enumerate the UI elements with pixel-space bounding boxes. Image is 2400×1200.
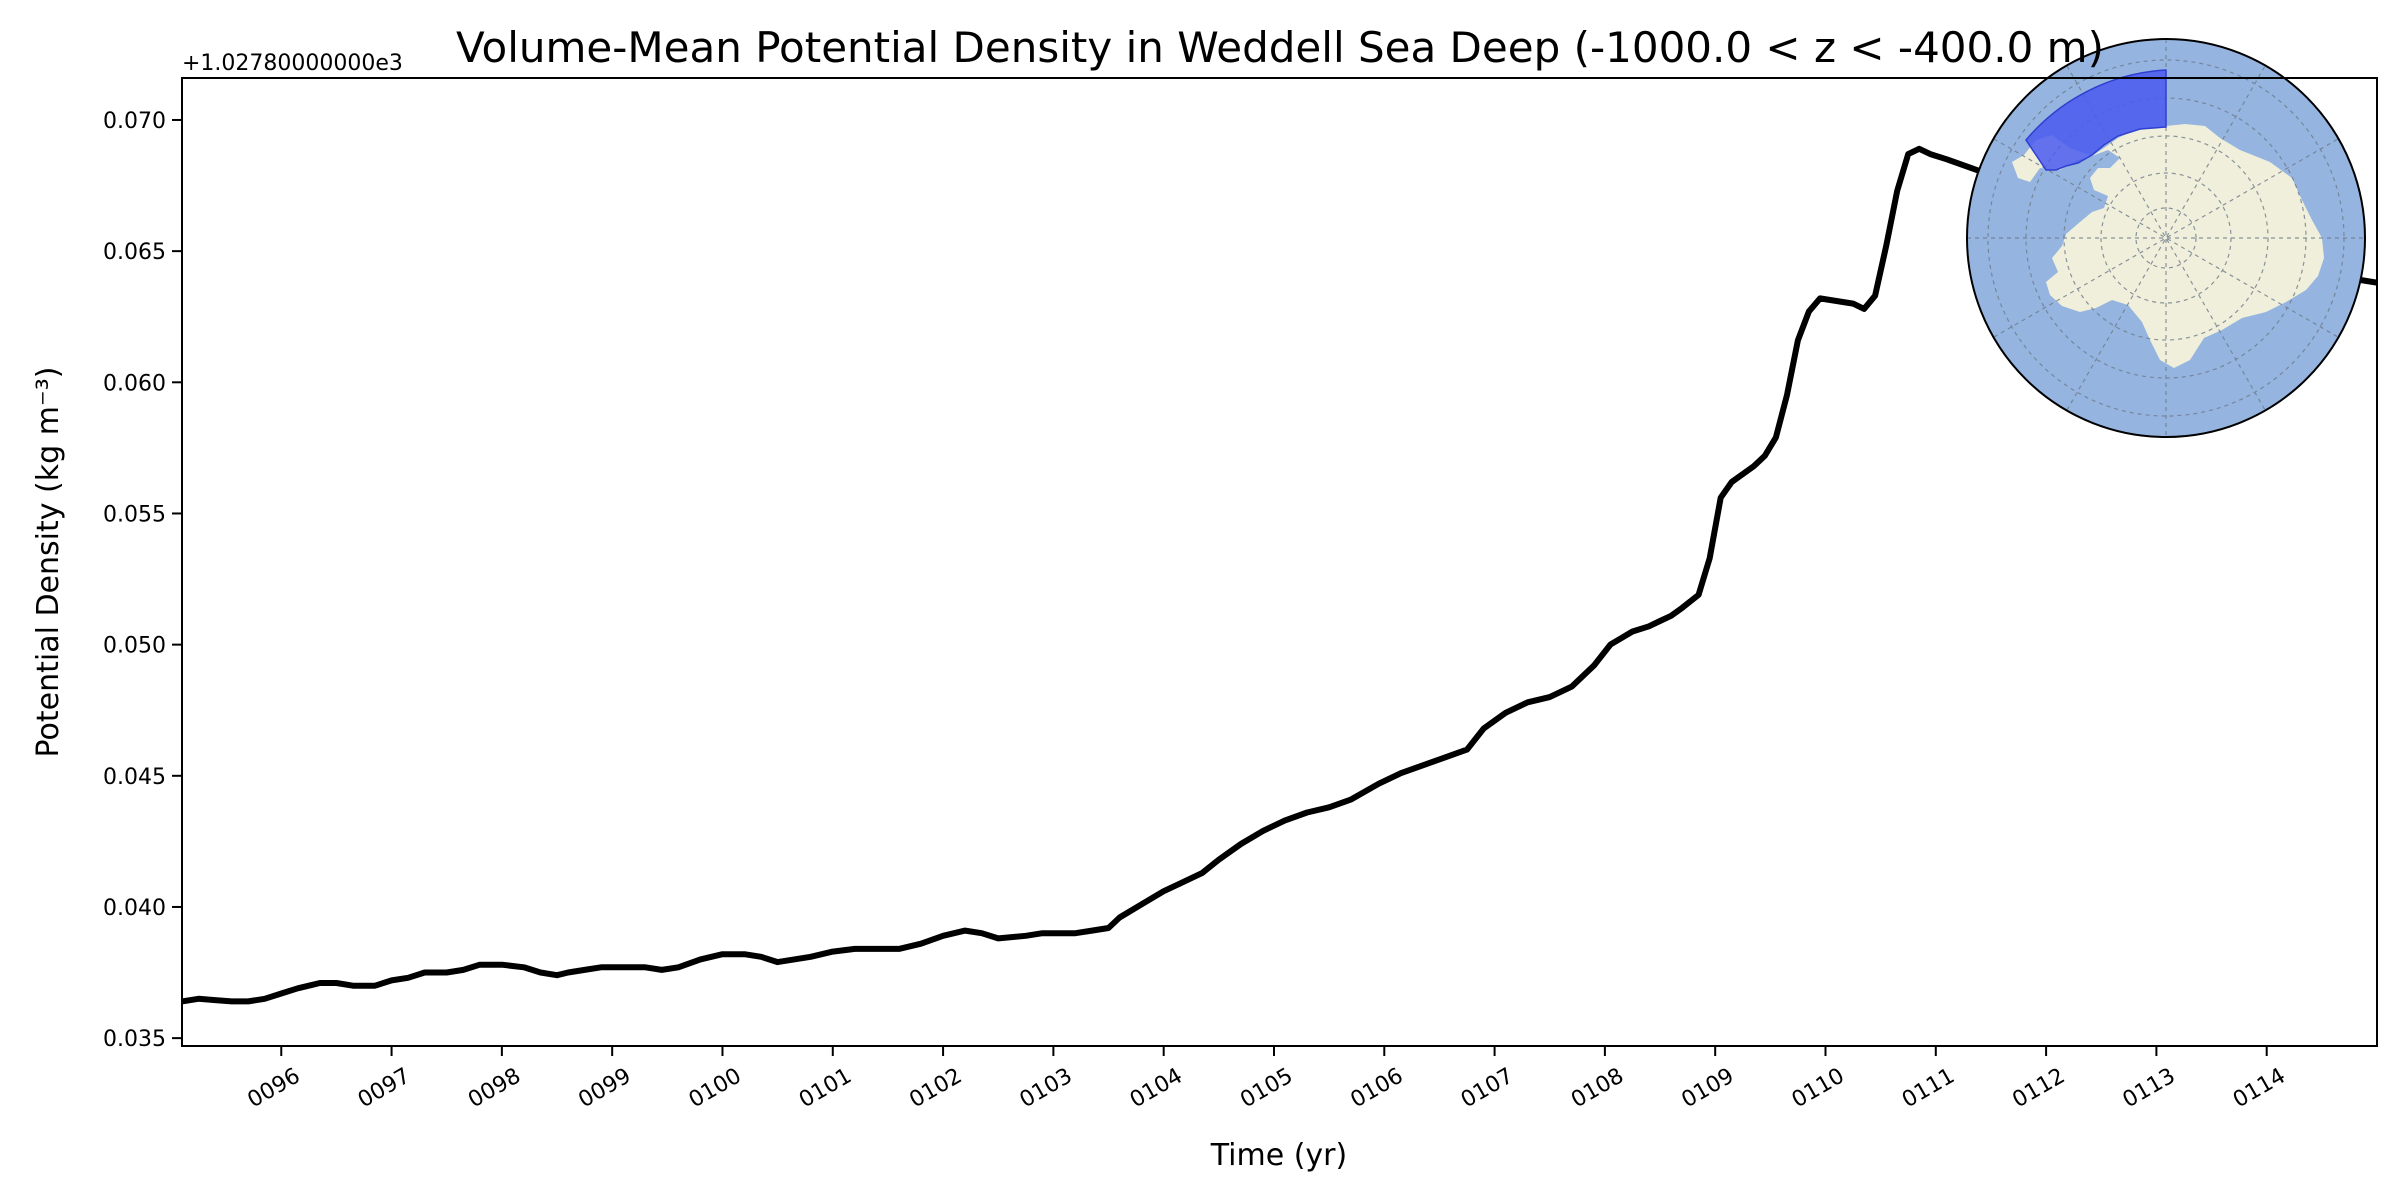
y-tick-label: 0.040 [103,896,166,921]
x-tick-label: 0112 [2008,1064,2069,1114]
x-tick-label: 0109 [1677,1064,1738,1114]
y-tick-label: 0.070 [103,109,166,134]
x-tick-label: 0100 [685,1064,746,1114]
x-tick-label: 0108 [1567,1064,1628,1114]
plot-frame [181,77,2378,1047]
y-offset-text: +1.02780000000e3 [182,51,403,76]
y-axis-label: Potential Density (kg m⁻³) [31,367,66,758]
x-tick-label: 0104 [1126,1064,1187,1114]
y-tick-label: 0.045 [103,765,166,790]
x-tick-label: 0097 [354,1064,415,1114]
x-tick-label: 0096 [244,1064,305,1114]
x-tick-label: 0106 [1347,1064,1408,1114]
x-tick-label: 0105 [1236,1064,1297,1114]
x-tick-label: 0111 [1898,1064,1959,1114]
x-tick-label: 0101 [795,1064,856,1114]
series-line-potential-density [182,145,2377,1005]
x-axis-label: Time (yr) [1210,1138,1347,1173]
x-tick-label: 0103 [1016,1064,1077,1114]
x-tick-label: 0099 [574,1064,635,1114]
x-tick-label: 0114 [2229,1064,2290,1114]
chart-title: Volume-Mean Potential Density in Weddell… [456,23,2104,72]
y-axis: 0.035 0.040 0.045 0.050 0.055 0.060 0.065 0.070 [103,109,182,1052]
weddell-sea-region [2025,69,2167,171]
x-tick-label: 0107 [1457,1064,1518,1114]
y-tick-label: 0.055 [103,502,166,527]
y-tick-label: 0.060 [103,371,166,396]
x-tick-label: 0098 [464,1064,525,1114]
x-tick-label: 0110 [1788,1064,1849,1114]
x-tick-label: 0102 [905,1064,966,1114]
y-tick-label: 0.050 [103,634,166,659]
x-axis: 0096 0097 0098 0099 0100 0101 0102 0103 0104 0105… [244,1046,2290,1113]
y-tick-label: 0.065 [103,240,166,265]
antarctica-land [2012,124,2324,368]
inset-map-antarctica [1966,38,2366,438]
y-tick-label: 0.035 [103,1027,166,1052]
x-tick-label: 0113 [2119,1064,2180,1114]
